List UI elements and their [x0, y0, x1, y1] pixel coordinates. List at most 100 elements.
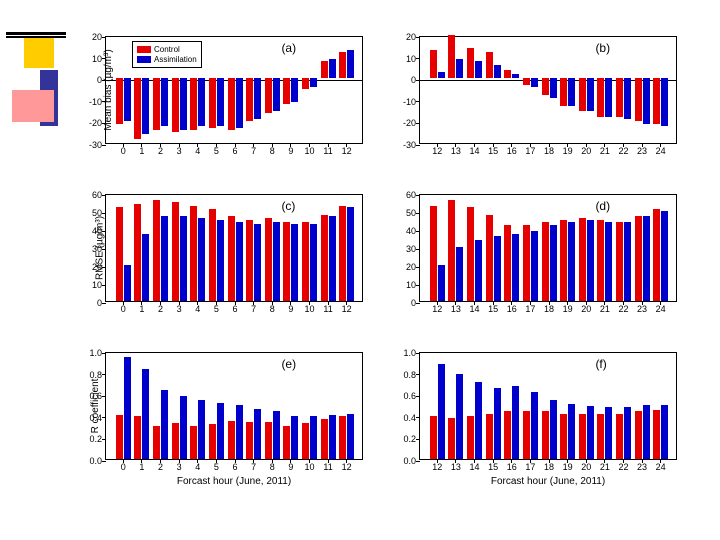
control-bar [283, 426, 290, 459]
assimilation-bar [273, 222, 280, 301]
control-bar [302, 78, 309, 89]
legend-swatch [137, 46, 151, 53]
y-tick-label: 0.6 [89, 391, 102, 401]
decor-yellow-square [24, 38, 54, 68]
assimilation-bar [329, 216, 336, 301]
control-bar [504, 225, 511, 301]
x-tick-label: 7 [251, 146, 256, 156]
y-tick-label: 40 [406, 226, 416, 236]
control-bar [321, 215, 328, 301]
x-tick-label: 23 [637, 304, 647, 314]
control-bar [265, 218, 272, 301]
panel-c: RMSE (µg/m³)(c)0102030405060012345678910… [75, 188, 371, 342]
y-tick-label: 0.6 [403, 391, 416, 401]
y-tick-label: 10 [92, 280, 102, 290]
y-tick-label: 40 [92, 226, 102, 236]
assimilation-bar [494, 65, 501, 78]
x-tick-label: 23 [637, 146, 647, 156]
x-tick-label: 24 [656, 304, 666, 314]
y-tick-label: 60 [92, 190, 102, 200]
y-tick-label: 0.8 [89, 370, 102, 380]
x-tick-label: 23 [637, 462, 647, 472]
x-tick-label: 21 [600, 462, 610, 472]
control-bar [153, 200, 160, 301]
assimilation-bar [568, 222, 575, 301]
x-tick-label: 19 [563, 146, 573, 156]
y-tick-label: 10 [92, 54, 102, 64]
x-tick-label: 15 [488, 304, 498, 314]
assimilation-bar [456, 59, 463, 78]
x-tick-label: 12 [432, 146, 442, 156]
assimilation-bar [438, 265, 445, 301]
x-tick-label: 9 [288, 462, 293, 472]
assimilation-bar [198, 218, 205, 301]
assimilation-bar [347, 414, 354, 459]
x-tick-label: 13 [451, 462, 461, 472]
control-bar [265, 422, 272, 459]
y-tick-label: 0 [97, 298, 102, 308]
panel-f: Forcast hour (June, 2011)(f)0.00.20.40.6… [389, 346, 685, 500]
x-tick-label: 1 [139, 304, 144, 314]
assimilation-bar [643, 405, 650, 459]
assimilation-bar [254, 78, 261, 119]
x-tick-label: 3 [177, 462, 182, 472]
panel-label: (f) [595, 357, 606, 371]
assimilation-bar [512, 74, 519, 78]
y-tick-label: -20 [89, 118, 102, 128]
control-bar [209, 424, 216, 459]
assimilation-bar [161, 216, 168, 301]
assimilation-bar [198, 400, 205, 459]
assimilation-bar [217, 78, 224, 126]
control-bar [597, 414, 604, 459]
x-axis-label: Forcast hour (June, 2011) [491, 476, 605, 487]
panel-label: (c) [281, 199, 295, 213]
control-bar [209, 209, 216, 301]
plot-area: RMSE (µg/m³)(c)0102030405060012345678910… [105, 194, 363, 302]
control-bar [228, 421, 235, 459]
legend-swatch [137, 56, 151, 63]
x-tick-label: 8 [270, 304, 275, 314]
assimilation-bar [512, 386, 519, 459]
x-tick-label: 3 [177, 304, 182, 314]
x-tick-label: 14 [470, 146, 480, 156]
plot-area: Forcast hour (June, 2011)(f)0.00.20.40.6… [419, 352, 677, 460]
assimilation-bar [124, 357, 131, 459]
assimilation-bar [291, 416, 298, 459]
x-tick-label: 17 [525, 462, 535, 472]
x-tick-label: 2 [158, 146, 163, 156]
control-bar [190, 426, 197, 459]
assimilation-bar [531, 78, 538, 87]
assimilation-bar [329, 59, 336, 78]
control-bar [321, 61, 328, 78]
x-tick-label: 22 [618, 146, 628, 156]
y-tick-label: -30 [403, 140, 416, 150]
x-tick-label: 18 [544, 304, 554, 314]
x-tick-label: 24 [656, 462, 666, 472]
assimilation-bar [217, 403, 224, 459]
assimilation-bar [236, 405, 243, 459]
x-tick-label: 16 [507, 146, 517, 156]
x-tick-label: 7 [251, 462, 256, 472]
assimilation-bar [291, 78, 298, 102]
chart-grid: Mean bias (µg/m³)(a)-30-20-1001020012345… [75, 30, 685, 500]
assimilation-bar [142, 234, 149, 301]
x-tick-label: 16 [507, 462, 517, 472]
control-bar [486, 52, 493, 78]
panel-label: (b) [595, 41, 610, 55]
assimilation-bar [273, 411, 280, 459]
assimilation-bar [531, 231, 538, 301]
assimilation-bar [661, 211, 668, 301]
assimilation-bar [217, 220, 224, 301]
y-tick-label: 20 [92, 262, 102, 272]
assimilation-bar [661, 405, 668, 459]
control-bar [448, 200, 455, 301]
x-tick-label: 14 [470, 462, 480, 472]
x-tick-label: 12 [342, 304, 352, 314]
legend-label: Assimilation [154, 55, 197, 64]
control-bar [134, 78, 141, 138]
assimilation-bar [494, 388, 501, 459]
assimilation-bar [180, 396, 187, 459]
control-bar [486, 414, 493, 459]
assimilation-bar [568, 404, 575, 459]
legend-label: Control [154, 45, 180, 54]
